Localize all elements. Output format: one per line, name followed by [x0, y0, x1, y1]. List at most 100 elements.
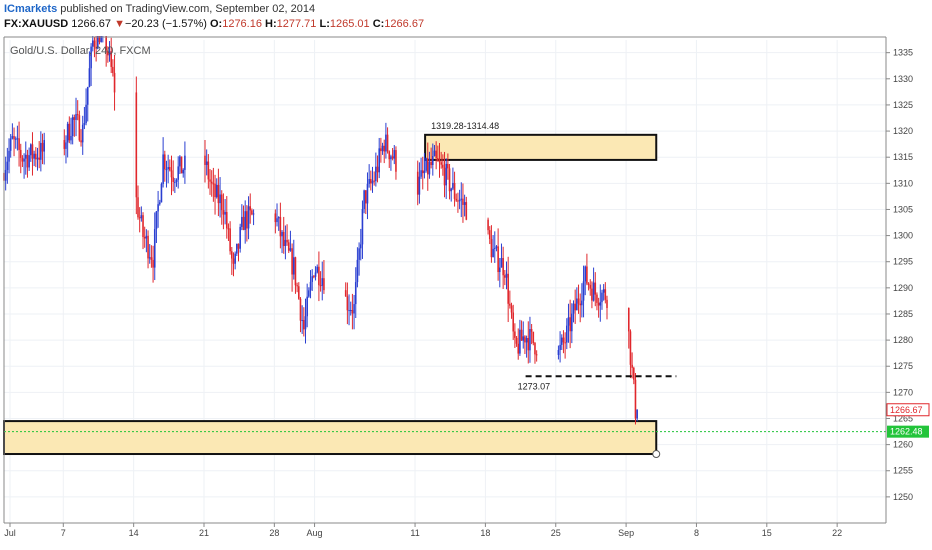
candle-body [234, 253, 236, 264]
candle-body [376, 166, 379, 173]
candle-body [276, 218, 278, 223]
candle-body [65, 142, 67, 149]
author-link[interactable]: ICmarkets [4, 3, 58, 15]
candle-body [306, 296, 308, 317]
y-tick-label: 1250 [893, 492, 913, 502]
candle-body [209, 179, 211, 182]
candle-body [319, 285, 322, 287]
candle-body [241, 216, 243, 227]
candle-body [515, 337, 518, 344]
candle-body [140, 215, 143, 219]
candle-body [227, 228, 230, 230]
candle-body [349, 310, 352, 312]
candle-body [504, 275, 506, 278]
candle-body [36, 157, 39, 160]
time-axis[interactable]: Jul 7 14 21 28 Aug 11 18 25 Sep 8 15 22 [4, 523, 842, 538]
candle-body [597, 302, 600, 306]
candle-body [354, 282, 357, 305]
candle-body [313, 276, 315, 278]
candle-body [184, 155, 186, 170]
zone-handle[interactable] [652, 450, 661, 459]
symbol: FX:XAUUSD [4, 18, 69, 30]
candle-body [490, 239, 493, 258]
candle-body [296, 285, 298, 287]
candle-body [28, 155, 30, 168]
candle-body [214, 183, 216, 198]
x-tick-label: Jul [4, 528, 16, 538]
candle-body [559, 344, 561, 350]
candle-body [534, 343, 536, 355]
y-tick-label: 1305 [893, 204, 913, 214]
symbol-line: FX:XAUUSD 1266.67 ▼−20.23 (−1.57%) O:127… [4, 18, 424, 30]
candle-body [586, 266, 588, 284]
price-chart[interactable]: 1319.28-1314.48 1273.07 1250 1255 1260 1265… [0, 36, 932, 550]
candle-body [169, 167, 171, 171]
candle-body [524, 336, 526, 343]
candle-body [500, 258, 503, 268]
candle-body [502, 258, 504, 276]
candle-body [247, 206, 250, 229]
candle-body [30, 144, 32, 156]
candle-body [172, 177, 174, 182]
demand-zone[interactable] [3, 420, 658, 456]
candle-body [21, 157, 24, 162]
candle-body [158, 202, 161, 205]
resistance-zone[interactable] [424, 133, 658, 161]
candle-body [438, 160, 441, 163]
candle-body [589, 284, 592, 289]
candle-body [225, 212, 228, 229]
candle-body [525, 338, 528, 343]
candle-body [110, 51, 112, 67]
chart-background [0, 36, 932, 550]
published-text: published on TradingView.com, September … [57, 3, 316, 15]
y-tick-label: 1285 [893, 309, 913, 319]
candle-body [73, 117, 76, 120]
x-tick-label: 15 [762, 528, 772, 538]
candle-body [157, 204, 159, 212]
candle-body [519, 329, 521, 354]
y-tick-label: 1270 [893, 387, 913, 397]
candle-body [462, 198, 464, 205]
y-tick-label: 1300 [893, 231, 913, 241]
candle-body [236, 243, 238, 254]
candle-body [97, 36, 99, 49]
x-tick-label: 14 [129, 528, 139, 538]
candle-body [160, 183, 163, 203]
candle-body [212, 183, 215, 185]
x-tick-label: 7 [61, 528, 66, 538]
x-tick-label: 8 [694, 528, 699, 538]
x-tick-label: 21 [199, 528, 209, 538]
candle-body [581, 300, 583, 306]
candle-body [510, 305, 513, 313]
candle-body [63, 140, 66, 149]
candle-body [416, 171, 419, 195]
candle-body [606, 299, 608, 308]
candle-body [458, 199, 461, 202]
candle-body [532, 331, 535, 344]
candle-body [512, 312, 514, 332]
y-tick-label: 1330 [893, 74, 913, 84]
candle-body [19, 149, 22, 158]
candles [3, 36, 638, 425]
candle-body [309, 281, 312, 291]
candle-body [601, 292, 603, 303]
candle-body [242, 216, 245, 230]
candle-body [41, 142, 44, 152]
change: −20.23 (−1.57%) [124, 18, 207, 30]
candle-body [93, 40, 96, 47]
candle-body [361, 209, 364, 245]
candle-body [318, 266, 320, 286]
candle-body [113, 72, 116, 93]
candle-body [380, 148, 382, 152]
candle-body [224, 212, 226, 215]
candle-body [356, 259, 359, 283]
candle-body [162, 154, 164, 184]
candle-body [426, 158, 429, 175]
candle-body [165, 169, 168, 171]
price-axis[interactable]: 1250 1255 1260 1265 1270 1275 1280 1285 1290 1295… [886, 48, 913, 502]
candle-body [170, 170, 173, 178]
y-tick-label: 1295 [893, 257, 913, 267]
high-value: 1277.71 [276, 18, 317, 30]
x-tick-label: 22 [832, 528, 842, 538]
candle-body [274, 213, 277, 223]
